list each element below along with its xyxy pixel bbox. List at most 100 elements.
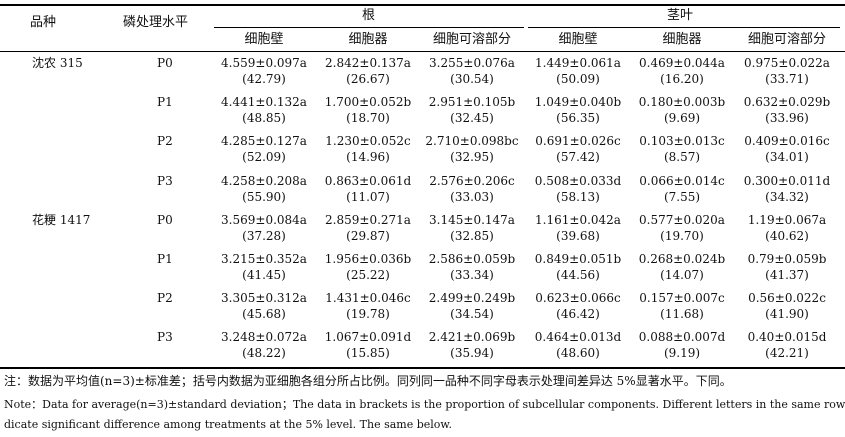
value-cell: 1.700±0.052b	[324, 95, 412, 109]
value-cell: 1.067±0.091d	[324, 330, 412, 344]
p-level-label: P2	[157, 134, 173, 148]
percent-cell: (19.70)	[660, 229, 704, 243]
percent-cell: (42.21)	[765, 346, 809, 360]
percent-cell: (42.79)	[242, 72, 286, 86]
value-cell: 2.421±0.069b	[428, 330, 516, 344]
value-cell: 0.975±0.022a	[744, 56, 830, 70]
percent-cell: (9.19)	[663, 346, 701, 360]
percent-cell: (33.03)	[450, 190, 494, 204]
header-p-level: 磷处理水平	[123, 15, 189, 30]
percent-cell: (26.67)	[346, 72, 390, 86]
value-cell: 0.464±0.013d	[534, 330, 622, 344]
value-cell: 0.691±0.026c	[535, 134, 621, 148]
percent-cell: (56.35)	[556, 111, 600, 125]
value-cell: 0.180±0.003b	[638, 95, 726, 109]
bottom-rule	[0, 367, 845, 369]
percent-cell: (19.78)	[346, 307, 390, 321]
percent-cell: (25.22)	[346, 268, 390, 282]
value-cell: 0.409±0.016c	[744, 134, 830, 148]
note-en-line1: Note：Data for average(n=3)±standard devi…	[4, 398, 845, 411]
note-en-line2: dicate significant difference among trea…	[4, 418, 453, 431]
percent-cell: (34.32)	[765, 190, 809, 204]
value-cell: 0.157±0.007c	[639, 291, 725, 305]
header-cell-wall-shoot: 细胞壁	[558, 32, 598, 47]
value-cell: 3.215±0.352a	[221, 252, 307, 266]
p-level-label: P0	[157, 56, 173, 70]
percent-cell: (44.56)	[556, 268, 600, 282]
percent-cell: (41.45)	[242, 268, 286, 282]
percent-cell: (41.37)	[765, 268, 809, 282]
value-cell: 2.576±0.206c	[429, 174, 515, 188]
percent-cell: (9.69)	[663, 111, 701, 125]
value-cell: 0.623±0.066c	[535, 291, 621, 305]
value-cell: 0.469±0.044a	[639, 56, 725, 70]
value-cell: 0.577±0.020a	[639, 213, 725, 227]
variety-label: 沈农 315	[32, 56, 83, 70]
percent-cell: (11.07)	[346, 190, 390, 204]
value-cell: 2.586±0.059b	[428, 252, 516, 266]
percent-cell: (34.54)	[450, 307, 494, 321]
percent-cell: (33.34)	[450, 268, 494, 282]
value-cell: 4.285±0.127a	[221, 134, 307, 148]
header-soluble-root: 细胞可溶部分	[432, 32, 511, 47]
value-cell: 0.088±0.007d	[638, 330, 726, 344]
value-cell: 0.40±0.015d	[747, 330, 827, 344]
header-organelle-root: 细胞器	[348, 32, 388, 47]
root-underline	[214, 27, 524, 28]
header-variety: 品种	[30, 15, 57, 30]
note-zh: 注：数据为平均值(n=3)±标准差；括号内数据为亚细胞各组分所占比例。同列同一品…	[4, 374, 732, 388]
header-rule	[0, 51, 845, 52]
p-level-label: P3	[157, 330, 173, 344]
shoot-underline	[528, 27, 840, 28]
value-cell: 3.248±0.072a	[221, 330, 307, 344]
percent-cell: (58.13)	[556, 190, 600, 204]
percent-cell: (8.57)	[663, 150, 701, 164]
header-shoot: 茎叶	[667, 8, 694, 23]
value-cell: 1.161±0.042a	[535, 213, 621, 227]
percent-cell: (34.01)	[765, 150, 809, 164]
percent-cell: (11.68)	[660, 307, 704, 321]
p-level-label: P1	[157, 95, 173, 109]
value-cell: 0.300±0.011d	[743, 174, 831, 188]
percent-cell: (32.45)	[450, 111, 494, 125]
percent-cell: (32.95)	[450, 150, 494, 164]
value-cell: 1.049±0.040b	[534, 95, 622, 109]
percent-cell: (32.85)	[450, 229, 494, 243]
percent-cell: (41.90)	[765, 307, 809, 321]
value-cell: 0.103±0.013c	[639, 134, 725, 148]
value-cell: 0.632±0.029b	[743, 95, 831, 109]
percent-cell: (39.68)	[556, 229, 600, 243]
top-rule	[0, 4, 845, 6]
p-level-label: P2	[157, 291, 173, 305]
percent-cell: (46.42)	[556, 307, 600, 321]
value-cell: 3.305±0.312a	[221, 291, 307, 305]
percent-cell: (14.96)	[346, 150, 390, 164]
value-cell: 3.145±0.147a	[429, 213, 515, 227]
value-cell: 2.710±0.098bc	[425, 134, 519, 148]
value-cell: 0.268±0.024b	[638, 252, 726, 266]
percent-cell: (29.87)	[346, 229, 390, 243]
percent-cell: (15.85)	[346, 346, 390, 360]
header-cell-wall-root: 细胞壁	[244, 32, 284, 47]
percent-cell: (48.85)	[242, 111, 286, 125]
percent-cell: (40.62)	[765, 229, 809, 243]
percent-cell: (16.20)	[660, 72, 704, 86]
percent-cell: (35.94)	[450, 346, 494, 360]
percent-cell: (33.96)	[765, 111, 809, 125]
percent-cell: (18.70)	[346, 111, 390, 125]
value-cell: 2.859±0.271a	[325, 213, 411, 227]
value-cell: 0.508±0.033d	[534, 174, 622, 188]
value-cell: 0.56±0.022c	[748, 291, 826, 305]
value-cell: 2.951±0.105b	[428, 95, 516, 109]
value-cell: 0.79±0.059b	[747, 252, 827, 266]
value-cell: 0.849±0.051b	[534, 252, 622, 266]
percent-cell: (48.60)	[556, 346, 600, 360]
p-level-label: P1	[157, 252, 173, 266]
value-cell: 1.19±0.067a	[747, 213, 827, 227]
value-cell: 2.842±0.137a	[325, 56, 411, 70]
percent-cell: (48.22)	[242, 346, 286, 360]
value-cell: 3.255±0.076a	[429, 56, 515, 70]
value-cell: 4.258±0.208a	[221, 174, 307, 188]
percent-cell: (30.54)	[450, 72, 494, 86]
value-cell: 0.863±0.061d	[324, 174, 412, 188]
